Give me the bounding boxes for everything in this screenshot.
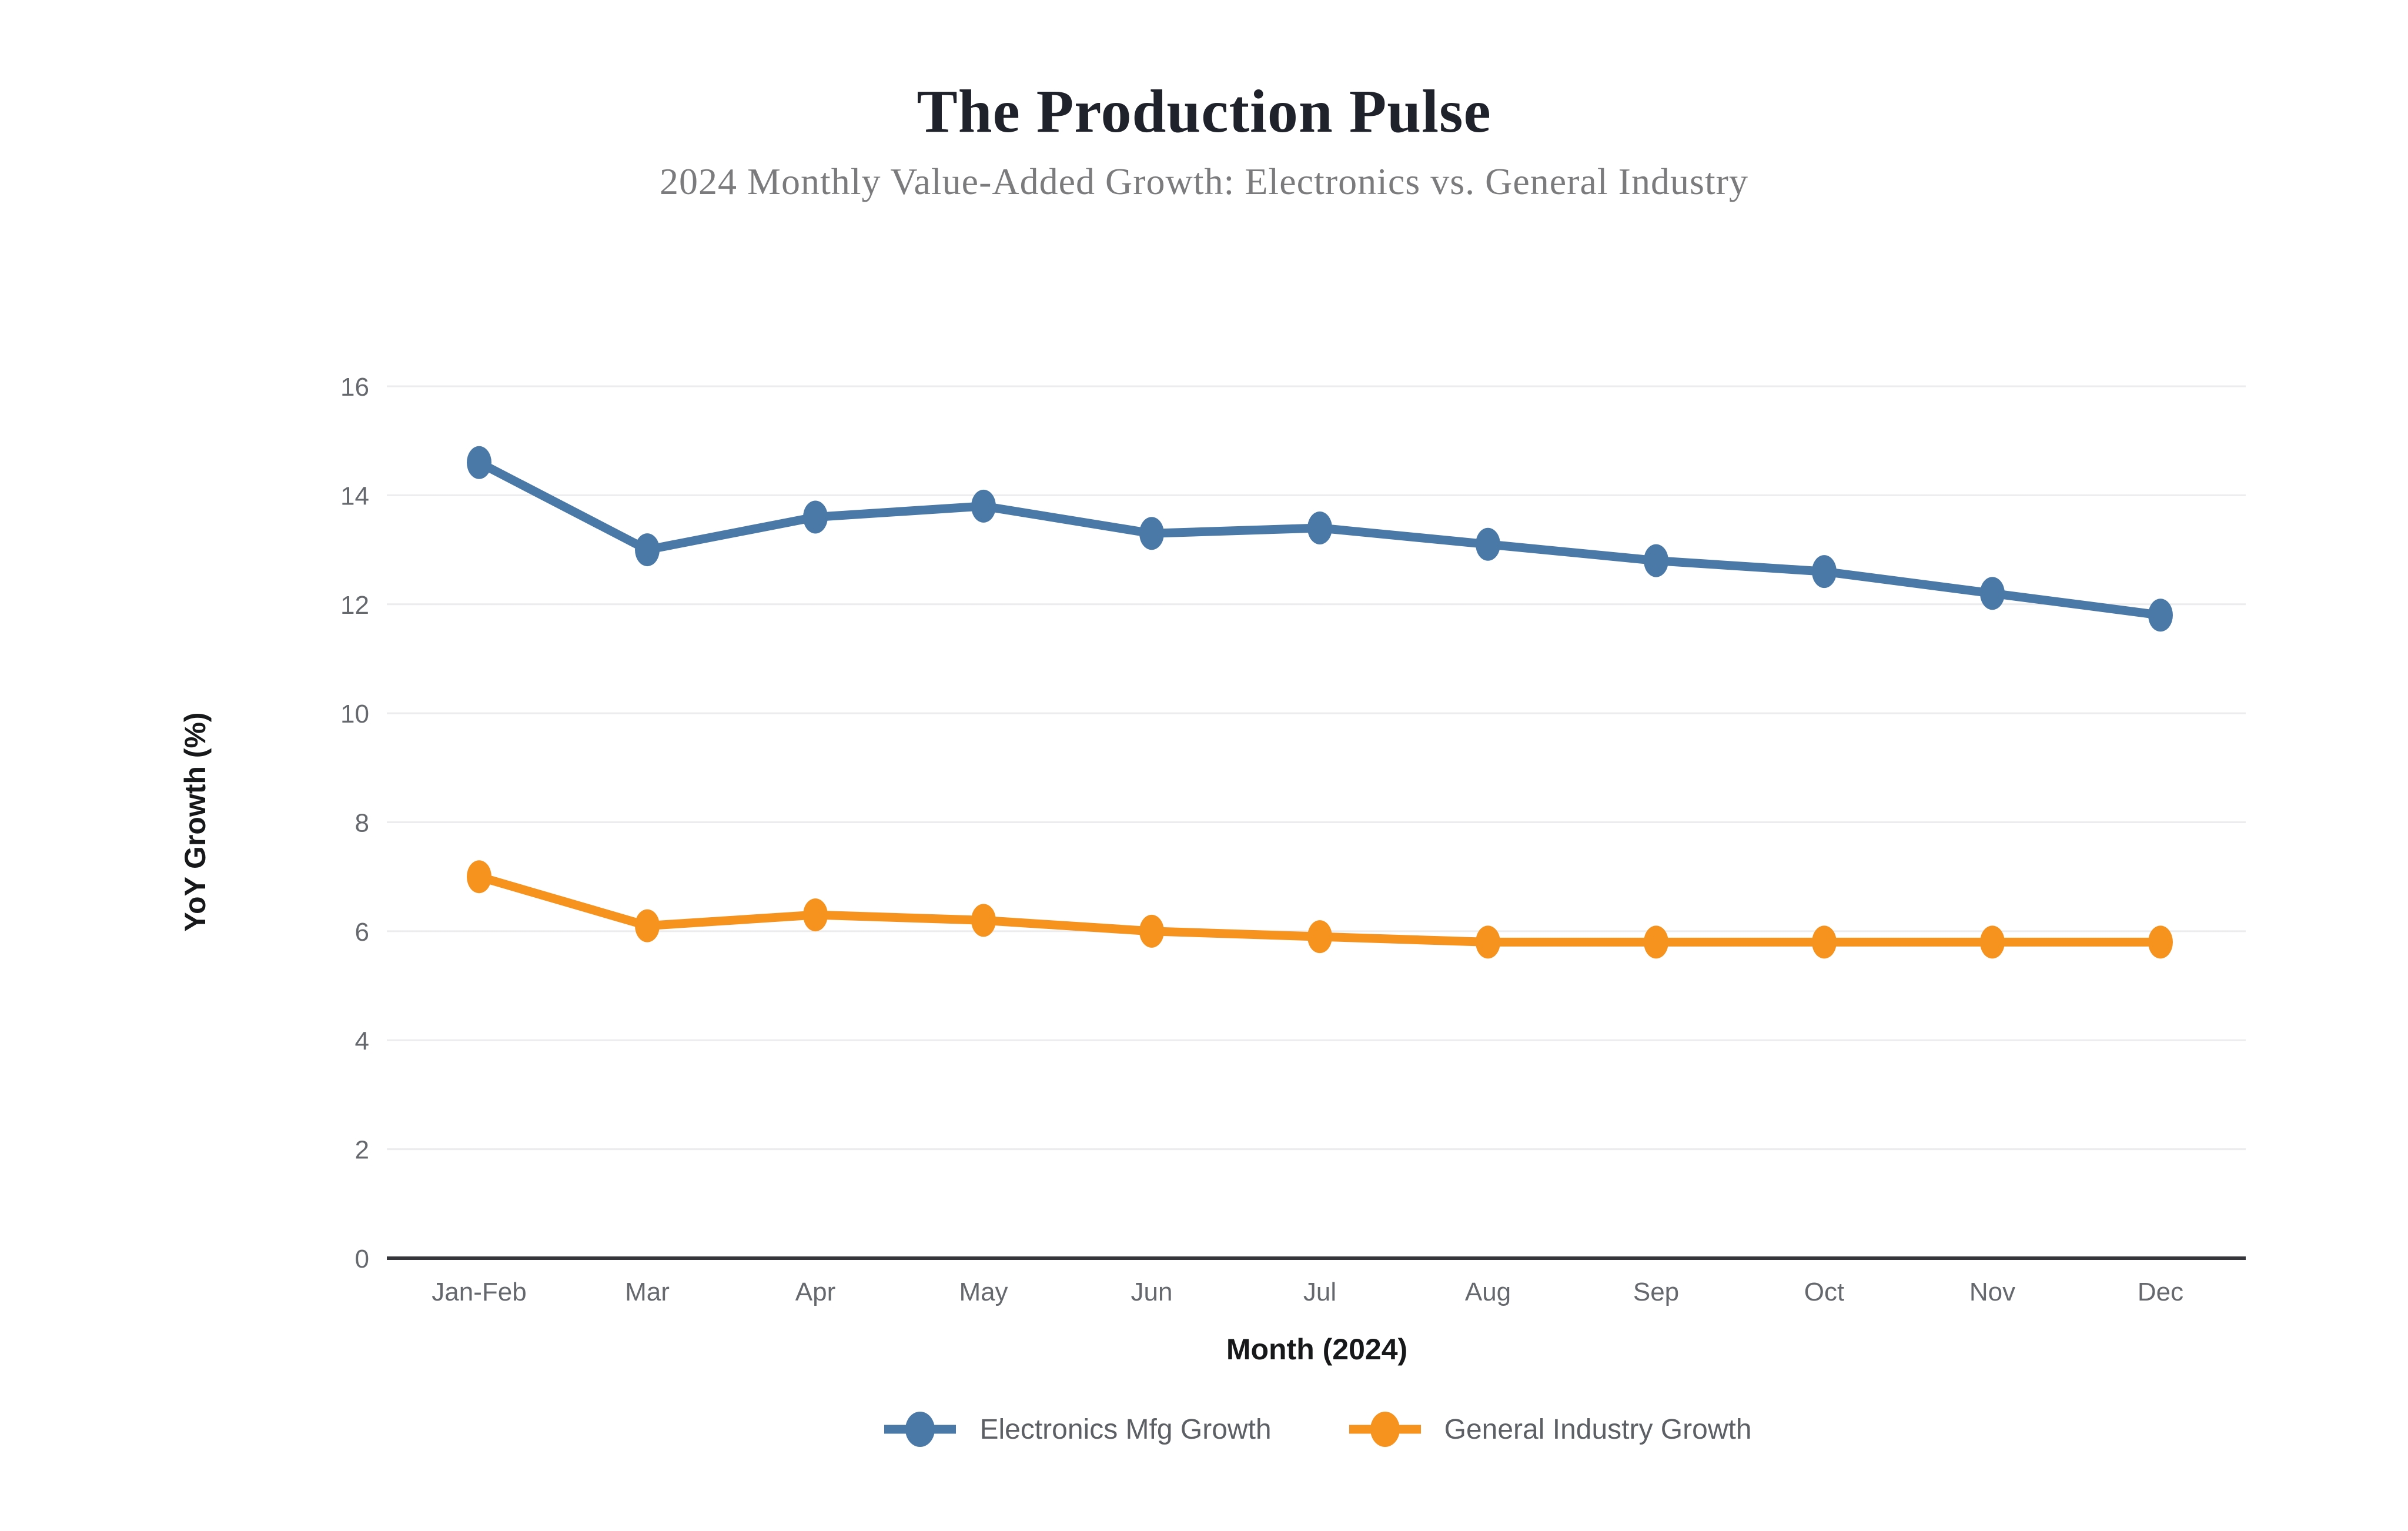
- legend-item-electronics-mfg-growth[interactable]: Electronics Mfg Growth: [882, 1408, 1272, 1450]
- x-tick-label: Jan-Feb: [432, 1278, 526, 1306]
- legend-marker-line-dot: [884, 1412, 956, 1447]
- data-point-electronics-mfg-growth-Oct: [1812, 555, 1837, 589]
- chart-subtitle: 2024 Monthly Value-Added Growth: Electro…: [660, 161, 1748, 202]
- data-point-general-industry-growth-Dec: [2148, 925, 2173, 959]
- data-point-electronics-mfg-growth-Nov: [1980, 577, 2005, 610]
- x-tick-label: Sep: [1633, 1278, 1679, 1306]
- data-point-general-industry-growth-May: [971, 904, 996, 937]
- x-tick-label: Apr: [795, 1278, 835, 1306]
- y-tick-label: 2: [355, 1136, 369, 1165]
- data-point-general-industry-growth-Oct: [1812, 925, 1837, 959]
- legend-marker-line-dot: [1349, 1412, 1421, 1447]
- data-point-general-industry-growth-Jul: [1307, 920, 1332, 954]
- y-tick-label: 16: [340, 373, 369, 402]
- data-point-electronics-mfg-growth-Jun: [1139, 517, 1164, 550]
- x-axis-title: Month (2024): [1226, 1333, 1408, 1366]
- x-tick-label: Aug: [1465, 1278, 1511, 1306]
- data-point-electronics-mfg-growth-Apr: [803, 500, 828, 534]
- data-point-electronics-mfg-growth-Mar: [635, 533, 660, 567]
- x-tick-label: Jul: [1303, 1278, 1336, 1306]
- y-tick-label: 8: [355, 809, 369, 838]
- legend-label: Electronics Mfg Growth: [979, 1413, 1272, 1445]
- x-tick-label: Nov: [1969, 1278, 2015, 1306]
- y-tick-label: 10: [340, 700, 369, 728]
- data-point-general-industry-growth-Mar: [635, 909, 660, 942]
- data-point-general-industry-growth-Aug: [1476, 925, 1500, 959]
- x-tick-label: May: [959, 1278, 1008, 1306]
- data-point-general-industry-growth-Jan-Feb: [467, 860, 491, 894]
- y-tick-label: 0: [355, 1245, 369, 1273]
- data-point-general-industry-growth-Sep: [1644, 925, 1668, 959]
- data-point-general-industry-growth-Jun: [1139, 914, 1164, 948]
- y-tick-label: 6: [355, 918, 369, 947]
- x-tick-label: Mar: [625, 1278, 670, 1306]
- data-point-electronics-mfg-growth-Jan-Feb: [467, 446, 491, 479]
- x-tick-label: Oct: [1804, 1278, 1844, 1306]
- y-tick-label: 12: [340, 591, 369, 620]
- chart-title: The Production Pulse: [917, 78, 1491, 145]
- data-point-electronics-mfg-growth-Sep: [1644, 544, 1668, 577]
- data-point-electronics-mfg-growth-Aug: [1476, 527, 1500, 561]
- legend: Electronics Mfg Growth General Industry G…: [388, 1403, 2246, 1456]
- legend-label: General Industry Growth: [1444, 1413, 1752, 1445]
- data-point-electronics-mfg-growth-Dec: [2148, 599, 2173, 632]
- y-tick-label: 4: [355, 1027, 369, 1055]
- x-tick-label: Dec: [2138, 1278, 2183, 1306]
- data-point-electronics-mfg-growth-May: [971, 489, 996, 523]
- data-point-general-industry-growth-Apr: [803, 898, 828, 932]
- y-tick-label: 14: [340, 482, 369, 510]
- data-point-general-industry-growth-Nov: [1980, 925, 2005, 959]
- data-point-electronics-mfg-growth-Jul: [1307, 511, 1332, 544]
- x-tick-label: Jun: [1131, 1278, 1173, 1306]
- legend-item-general-industry-growth[interactable]: General Industry Growth: [1347, 1408, 1752, 1450]
